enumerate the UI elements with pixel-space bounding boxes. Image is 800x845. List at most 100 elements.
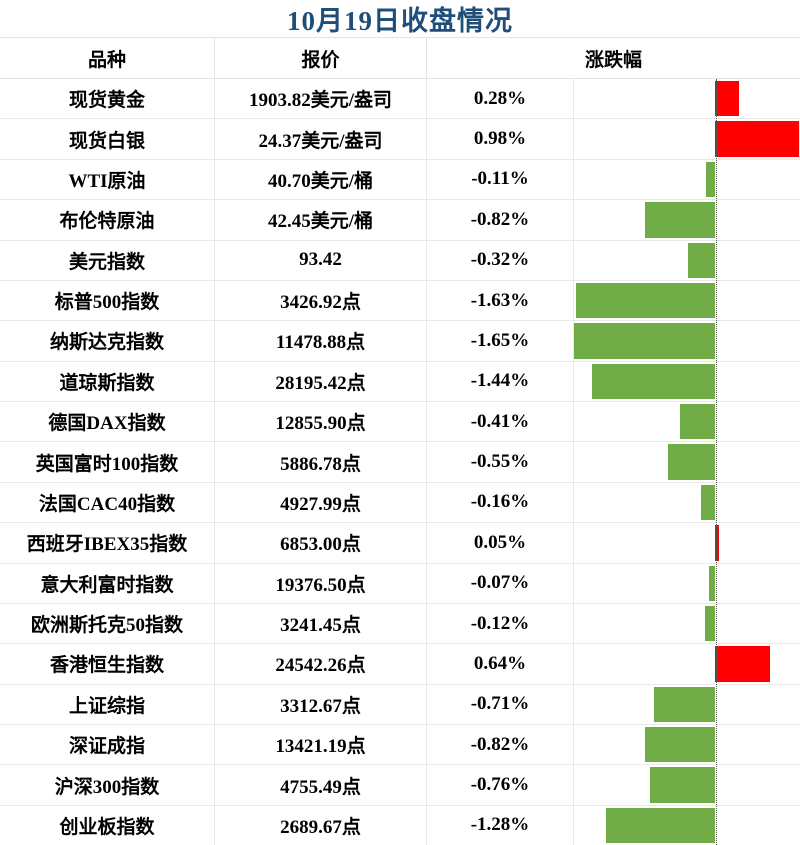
instrument-name: 香港恒生指数 xyxy=(0,644,215,684)
change-bar xyxy=(679,404,715,440)
change-percent: 0.05% xyxy=(427,523,574,563)
change-bar-cell xyxy=(574,523,800,562)
change-bar-cell xyxy=(574,765,800,804)
instrument-name: 深证成指 xyxy=(0,725,215,765)
change-bar-cell xyxy=(574,119,800,158)
change-percent: -1.63% xyxy=(427,280,574,321)
instrument-name: 道琼斯指数 xyxy=(0,361,215,401)
quote-value: 13421.19点 xyxy=(215,725,427,765)
table-row: 上证综指 3312.67点 -0.71% xyxy=(0,684,800,725)
quote-value: 3426.92点 xyxy=(215,280,427,321)
change-bar-cell xyxy=(574,442,800,481)
change-bar-cell xyxy=(574,79,800,118)
instrument-name: 现货白银 xyxy=(0,119,215,159)
change-bar-cell xyxy=(574,806,800,845)
instrument-name: 标普500指数 xyxy=(0,280,215,321)
table-row: 现货黄金 1903.82美元/盎司 0.28% xyxy=(0,79,800,120)
quote-value: 6853.00点 xyxy=(215,523,427,563)
quote-value: 24542.26点 xyxy=(215,644,427,684)
change-bar-cell xyxy=(574,362,800,401)
table-row: 欧洲斯托克50指数 3241.45点 -0.12% xyxy=(0,603,800,645)
quote-value: 3312.67点 xyxy=(215,684,427,724)
change-bar xyxy=(704,605,715,642)
change-percent: 0.28% xyxy=(427,79,574,119)
quote-value: 1903.82美元/盎司 xyxy=(215,79,427,119)
quote-value: 24.37美元/盎司 xyxy=(215,119,427,159)
change-bar xyxy=(654,686,715,722)
change-bar-cell xyxy=(574,160,800,199)
change-percent: 0.98% xyxy=(427,119,574,159)
table-row: 法国CAC40指数 4927.99点 -0.16% xyxy=(0,482,800,524)
instrument-name: 欧洲斯托克50指数 xyxy=(0,603,215,644)
quote-value: 2689.67点 xyxy=(215,805,427,845)
instrument-name: 上证综指 xyxy=(0,684,215,724)
table-row: 创业板指数 2689.67点 -1.28% xyxy=(0,805,800,845)
instrument-name: WTI原油 xyxy=(0,159,215,200)
change-bar-cell xyxy=(574,564,800,603)
zero-baseline xyxy=(716,79,717,845)
table-row: 纳斯达克指数 11478.88点 -1.65% xyxy=(0,321,800,362)
change-bar xyxy=(715,121,799,157)
table-row: 德国DAX指数 12855.90点 -0.41% xyxy=(0,402,800,443)
change-percent: -1.44% xyxy=(427,361,574,401)
table-row: 沪深300指数 4755.49点 -0.76% xyxy=(0,765,800,806)
instrument-name: 法国CAC40指数 xyxy=(0,482,215,523)
change-bar xyxy=(573,323,715,359)
change-percent: -0.71% xyxy=(427,684,574,724)
table-row: 美元指数 93.42 -0.32% xyxy=(0,240,800,281)
table-row: 标普500指数 3426.92点 -1.63% xyxy=(0,280,800,322)
table-row: WTI原油 40.70美元/桶 -0.11% xyxy=(0,159,800,201)
change-percent: -0.82% xyxy=(427,200,574,240)
instrument-name: 西班牙IBEX35指数 xyxy=(0,523,215,563)
change-percent: -0.32% xyxy=(427,240,574,280)
instrument-name: 沪深300指数 xyxy=(0,765,215,805)
change-percent: -0.55% xyxy=(427,442,574,482)
change-bar-cell xyxy=(574,685,800,724)
quote-value: 42.45美元/桶 xyxy=(215,200,427,240)
change-bar-cell xyxy=(574,644,800,683)
instrument-name: 美元指数 xyxy=(0,240,215,280)
table-row: 布伦特原油 42.45美元/桶 -0.82% xyxy=(0,200,800,241)
change-bar-cell xyxy=(574,200,800,239)
change-percent: -0.12% xyxy=(427,603,574,644)
change-bar-cell xyxy=(574,402,800,441)
page-title: 10月19日收盘情况 xyxy=(287,6,513,36)
change-bar-cell xyxy=(574,604,800,643)
change-percent: -0.16% xyxy=(427,482,574,523)
quote-value: 4755.49点 xyxy=(215,765,427,805)
column-header-quote: 报价 xyxy=(215,38,427,78)
table-row: 现货白银 24.37美元/盎司 0.98% xyxy=(0,119,800,160)
change-percent: -0.41% xyxy=(427,402,574,442)
change-bar xyxy=(591,363,715,399)
quote-value: 12855.90点 xyxy=(215,402,427,442)
change-bar xyxy=(650,767,715,803)
change-percent: -1.28% xyxy=(427,805,574,845)
change-percent: -0.11% xyxy=(427,159,574,200)
instrument-name: 创业板指数 xyxy=(0,805,215,845)
change-bar xyxy=(667,444,715,480)
quote-value: 5886.78点 xyxy=(215,442,427,482)
table-row: 深证成指 13421.19点 -0.82% xyxy=(0,725,800,766)
change-bar xyxy=(715,525,720,561)
change-percent: -0.07% xyxy=(427,563,574,603)
change-percent: 0.64% xyxy=(427,644,574,684)
table-row: 英国富时100指数 5886.78点 -0.55% xyxy=(0,442,800,483)
change-bar-cell xyxy=(574,483,800,522)
change-bar xyxy=(701,484,715,521)
table-row: 西班牙IBEX35指数 6853.00点 0.05% xyxy=(0,523,800,564)
instrument-name: 布伦特原油 xyxy=(0,200,215,240)
quote-value: 28195.42点 xyxy=(215,361,427,401)
change-percent: -0.76% xyxy=(427,765,574,805)
change-bar-cell xyxy=(574,725,800,764)
table-row: 意大利富时指数 19376.50点 -0.07% xyxy=(0,563,800,604)
quote-value: 11478.88点 xyxy=(215,321,427,361)
quote-value: 3241.45点 xyxy=(215,603,427,644)
table-header: 品种 报价 涨跌幅 xyxy=(0,37,800,79)
change-bar xyxy=(644,202,715,238)
change-bar xyxy=(605,807,715,844)
change-percent: -0.82% xyxy=(427,725,574,765)
instrument-name: 德国DAX指数 xyxy=(0,402,215,442)
instrument-name: 意大利富时指数 xyxy=(0,563,215,603)
change-percent: -1.65% xyxy=(427,321,574,361)
